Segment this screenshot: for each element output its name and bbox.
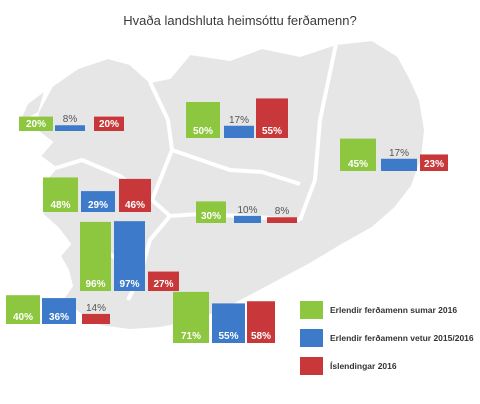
- legend-swatch-icelanders: [300, 357, 323, 375]
- bar: [173, 291, 209, 343]
- legend-label-icelanders: Íslendingar 2016: [330, 361, 397, 371]
- data-label: 97%: [119, 279, 139, 290]
- data-label: 17%: [229, 115, 249, 126]
- bar: [55, 125, 85, 131]
- data-label: 17%: [389, 148, 409, 159]
- data-label: 55%: [218, 331, 238, 342]
- bar: [82, 313, 110, 324]
- bar: [212, 303, 245, 343]
- bar-group: 48% 29% 46%: [43, 177, 151, 212]
- data-label: 8%: [63, 114, 78, 125]
- data-label: 30%: [201, 211, 221, 222]
- bar-group: 71% 55% 58%: [173, 291, 275, 343]
- bar: [256, 98, 288, 138]
- legend-swatch-summer: [300, 301, 323, 319]
- bar: [234, 215, 261, 223]
- bar: [6, 295, 40, 324]
- data-label: 27%: [153, 279, 173, 290]
- bar: [186, 102, 220, 138]
- data-label: 29%: [88, 200, 108, 211]
- bar: [381, 158, 417, 171]
- data-label: 20%: [99, 119, 119, 130]
- chart-title: Hvaða landshluta heimsóttu ferðamenn?: [123, 13, 357, 28]
- bar: [42, 298, 76, 324]
- data-label: 48%: [50, 200, 70, 211]
- data-label: 71%: [181, 331, 201, 342]
- legend-label-summer: Erlendir ferðamenn sumar 2016: [330, 305, 458, 315]
- data-label: 10%: [237, 205, 257, 216]
- data-label: 8%: [275, 206, 290, 217]
- legend-label-winter: Erlendir ferðamenn vetur 2015/2016: [330, 333, 474, 343]
- data-label: 40%: [13, 312, 33, 323]
- data-label: 23%: [424, 159, 444, 170]
- legend-item-summer: Erlendir ferðamenn sumar 2016: [300, 300, 457, 320]
- bar: [114, 221, 145, 291]
- bar: [340, 138, 376, 171]
- bar: [224, 125, 254, 138]
- bar: [420, 154, 448, 171]
- data-label: 58%: [251, 331, 271, 342]
- legend-swatch-winter: [300, 329, 323, 347]
- bar: [81, 191, 115, 212]
- data-label: 50%: [193, 126, 213, 137]
- legend-item-winter: Erlendir ferðamenn vetur 2015/2016: [300, 328, 474, 348]
- bar: [267, 217, 297, 223]
- bar: [119, 178, 151, 212]
- bar: [196, 201, 226, 223]
- bar: [19, 116, 53, 131]
- bar-group: 40% 36% 14%: [6, 295, 110, 324]
- data-label: 36%: [49, 312, 69, 323]
- data-label: 96%: [85, 279, 105, 290]
- bar-group: 50% 17% 55%: [186, 98, 288, 138]
- bar-group: 45% 17% 23%: [340, 138, 448, 171]
- data-label: 45%: [348, 159, 368, 170]
- bar: [43, 177, 78, 212]
- data-label: 20%: [26, 119, 46, 130]
- legend: Erlendir ferðamenn sumar 2016 Erlendir f…: [300, 300, 478, 380]
- bar-group: 20% 8% 20%: [19, 114, 124, 131]
- bar-group: 30% 10% 8%: [196, 201, 297, 223]
- bar: [94, 116, 124, 131]
- bar: [80, 221, 111, 291]
- legend-item-icelanders: Íslendingar 2016: [300, 356, 397, 376]
- bar-group: 96% 97% 27%: [80, 221, 179, 291]
- data-label: 46%: [125, 200, 145, 211]
- data-label: 55%: [262, 126, 282, 137]
- bars-layer: 20% 8% 20% 50% 17% 55% 45% 17% 23% 48% 29% 46% 30% 10…: [6, 98, 448, 343]
- bar: [148, 271, 179, 291]
- data-label: 14%: [86, 303, 106, 314]
- bar: [247, 301, 275, 343]
